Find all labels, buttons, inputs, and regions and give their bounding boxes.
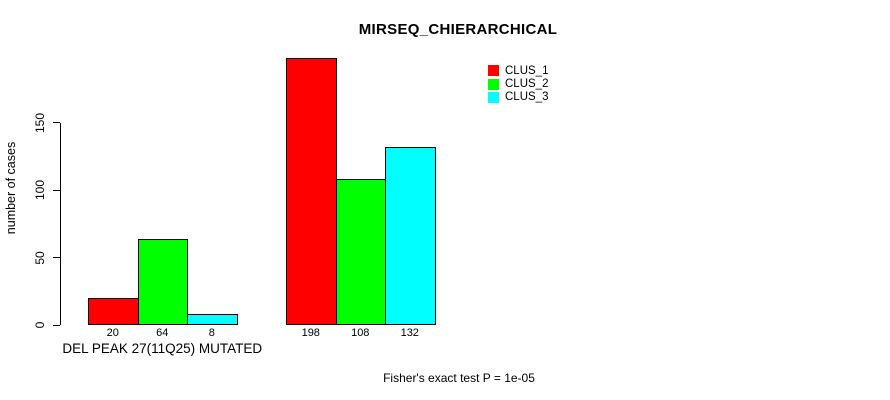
chart-title: MIRSEQ_CHIERARCHICAL [358, 21, 558, 38]
legend-item-clus_3: CLUS_3 [488, 91, 548, 104]
bar-clus_1 [286, 57, 337, 325]
y-axis-tick [53, 257, 60, 258]
bar-clus_2 [335, 179, 386, 325]
legend-item-clus_2: CLUS_2 [488, 77, 548, 90]
bar-value-label: 64 [156, 327, 169, 339]
y-axis-tick-label: 50 [33, 250, 47, 265]
bar-clus_3 [385, 146, 436, 325]
y-axis-tick [53, 189, 60, 191]
legend-label: CLUS_3 [505, 91, 549, 104]
legend: CLUS_1 CLUS_2 CLUS_3 [488, 64, 548, 104]
bar-value-label: 8 [208, 327, 215, 339]
annotation-text: Fisher's exact test P = 1e-05 [383, 371, 535, 385]
legend-swatch-icon [488, 91, 499, 103]
bar-value-label: 20 [106, 327, 119, 339]
bar-value-label: 132 [400, 327, 419, 339]
y-axis-tick [53, 324, 60, 326]
bar-value-label: 198 [301, 327, 320, 339]
y-axis-tick-label: 150 [33, 112, 47, 133]
bar-value-label: 108 [351, 327, 370, 339]
y-axis-label: number of cases [4, 141, 18, 235]
bar-clus_3 [187, 314, 238, 325]
x-group-label: DEL PEAK 27(11Q25) MUTATED [62, 341, 263, 356]
y-axis-tick [53, 122, 60, 123]
bar-clus_1 [88, 298, 139, 325]
y-axis-tick-label: 100 [33, 179, 47, 201]
y-axis-tick-label: 0 [33, 321, 47, 329]
legend-item-clus_1: CLUS_1 [488, 64, 548, 77]
y-axis-line [60, 122, 61, 325]
legend-label: CLUS_2 [505, 78, 549, 91]
legend-swatch-icon [488, 78, 499, 90]
bar-clus_2 [137, 238, 188, 325]
legend-label: CLUS_1 [505, 64, 549, 77]
legend-swatch-icon [488, 65, 499, 77]
